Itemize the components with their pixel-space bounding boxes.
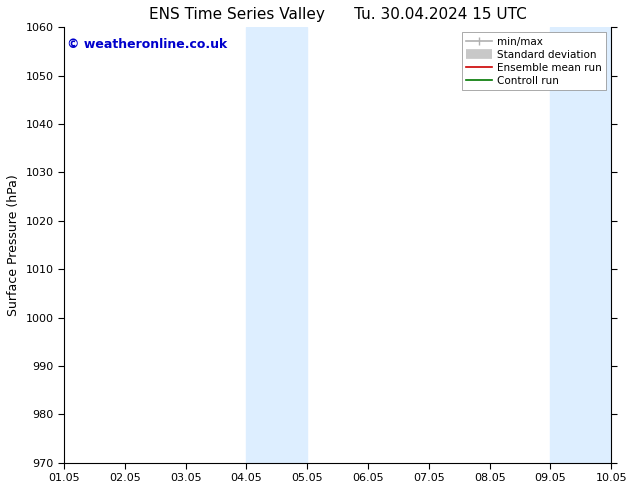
Bar [550,27,611,463]
Text: © weatheronline.co.uk: © weatheronline.co.uk [67,38,227,51]
Legend: min/max, Standard deviation, Ensemble mean run, Controll run: min/max, Standard deviation, Ensemble me… [462,32,606,90]
Bar [247,27,307,463]
Y-axis label: Surface Pressure (hPa): Surface Pressure (hPa) [7,174,20,316]
Title: ENS Time Series Valley      Tu. 30.04.2024 15 UTC: ENS Time Series Valley Tu. 30.04.2024 15… [149,7,526,22]
